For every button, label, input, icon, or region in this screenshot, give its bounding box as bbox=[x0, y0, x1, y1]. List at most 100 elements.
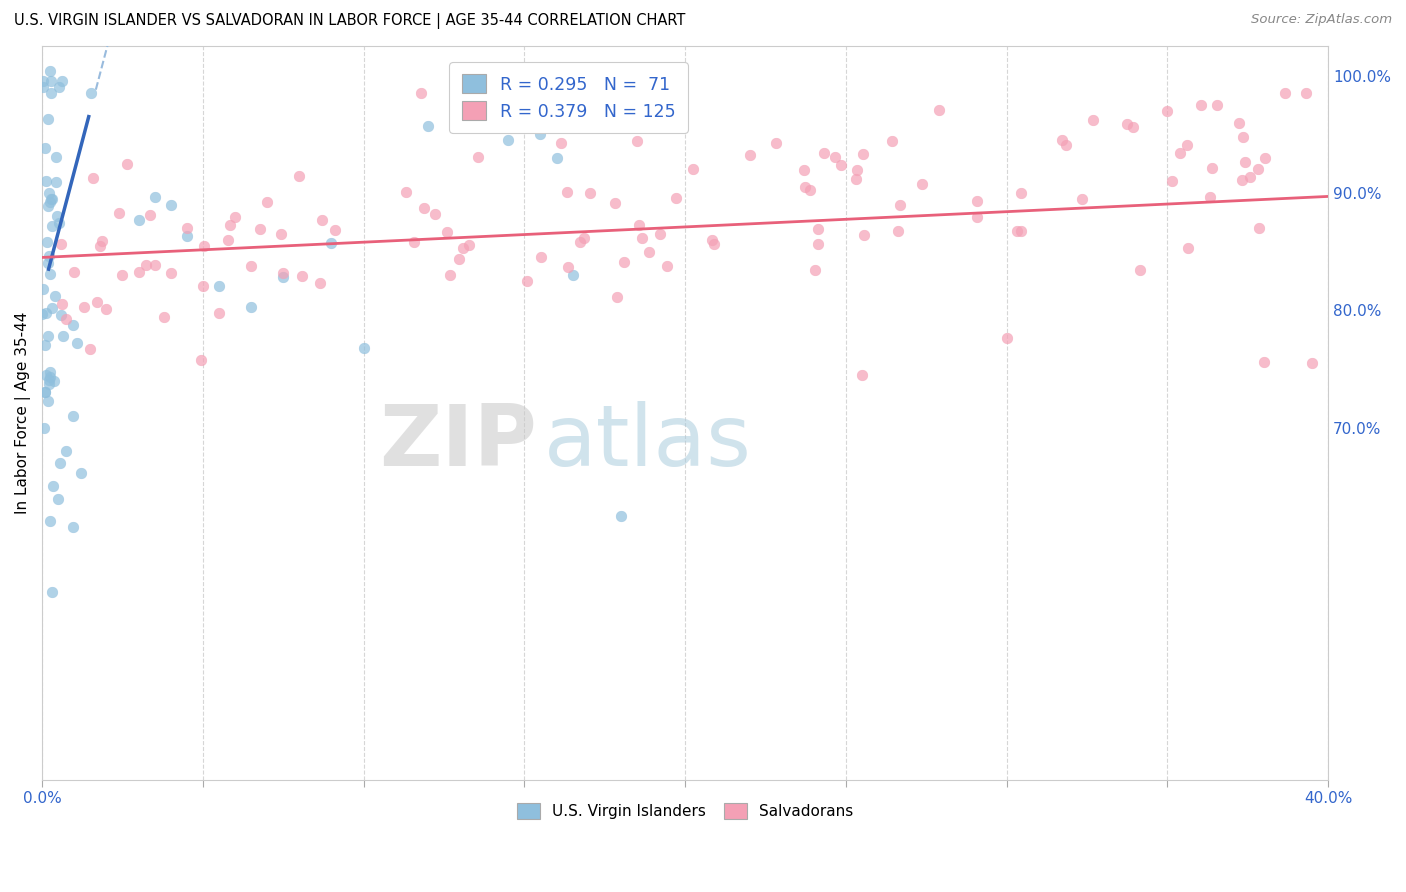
Point bbox=[49, 236, 72, 251]
Point bbox=[271, 266, 294, 280]
Point bbox=[353, 341, 375, 355]
Point bbox=[41, 585, 63, 599]
Point bbox=[610, 508, 633, 523]
Point bbox=[793, 162, 815, 177]
Point bbox=[308, 276, 330, 290]
Point bbox=[665, 191, 688, 205]
Point bbox=[48, 80, 70, 95]
Point bbox=[32, 282, 55, 296]
Point bbox=[217, 233, 239, 247]
Point bbox=[45, 150, 67, 164]
Point bbox=[516, 274, 538, 288]
Point bbox=[1070, 192, 1092, 206]
Point bbox=[561, 268, 583, 283]
Point bbox=[569, 235, 592, 249]
Point bbox=[190, 353, 212, 368]
Point bbox=[1189, 98, 1212, 112]
Point bbox=[606, 289, 628, 303]
Point bbox=[38, 63, 60, 78]
Point bbox=[682, 162, 704, 177]
Point bbox=[240, 259, 263, 273]
Point bbox=[626, 134, 648, 148]
Point bbox=[34, 141, 56, 155]
Point bbox=[1247, 221, 1270, 235]
Point bbox=[79, 342, 101, 356]
Point bbox=[852, 147, 875, 161]
Point bbox=[1227, 116, 1250, 130]
Point bbox=[34, 385, 56, 400]
Point bbox=[703, 237, 725, 252]
Point bbox=[55, 311, 77, 326]
Point bbox=[45, 175, 67, 189]
Point bbox=[323, 222, 346, 236]
Point bbox=[271, 270, 294, 285]
Point bbox=[115, 156, 138, 170]
Point bbox=[55, 444, 77, 458]
Point bbox=[416, 119, 439, 133]
Point bbox=[1054, 138, 1077, 153]
Point bbox=[1239, 170, 1261, 185]
Point bbox=[69, 467, 91, 481]
Point bbox=[38, 370, 60, 384]
Point bbox=[423, 207, 446, 221]
Point bbox=[889, 198, 911, 212]
Point bbox=[603, 196, 626, 211]
Point bbox=[740, 148, 762, 162]
Point bbox=[32, 74, 55, 88]
Point bbox=[638, 245, 661, 260]
Point bbox=[89, 238, 111, 252]
Point bbox=[648, 227, 671, 241]
Point bbox=[256, 194, 278, 209]
Point bbox=[62, 318, 84, 333]
Point bbox=[1168, 145, 1191, 160]
Point bbox=[128, 213, 150, 227]
Point bbox=[31, 307, 53, 321]
Point bbox=[35, 235, 58, 250]
Point bbox=[555, 185, 578, 199]
Point bbox=[38, 515, 60, 529]
Point bbox=[139, 208, 162, 222]
Point bbox=[799, 183, 821, 197]
Point bbox=[107, 206, 129, 220]
Point bbox=[613, 255, 636, 269]
Legend: U.S. Virgin Islanders, Salvadorans: U.S. Virgin Islanders, Salvadorans bbox=[509, 796, 860, 827]
Point bbox=[846, 163, 869, 178]
Point bbox=[1201, 161, 1223, 175]
Point bbox=[48, 216, 70, 230]
Point bbox=[42, 479, 65, 493]
Point bbox=[38, 376, 60, 391]
Point bbox=[35, 306, 58, 320]
Point bbox=[1199, 190, 1222, 204]
Point bbox=[572, 231, 595, 245]
Y-axis label: In Labor Force | Age 35-44: In Labor Force | Age 35-44 bbox=[15, 311, 31, 514]
Point bbox=[995, 331, 1018, 345]
Point bbox=[803, 263, 825, 277]
Point bbox=[578, 62, 600, 77]
Point bbox=[467, 150, 489, 164]
Point bbox=[65, 336, 87, 351]
Point bbox=[557, 260, 579, 275]
Point bbox=[34, 338, 56, 352]
Text: ZIP: ZIP bbox=[380, 401, 537, 483]
Point bbox=[311, 212, 333, 227]
Point bbox=[51, 74, 73, 88]
Point bbox=[550, 136, 572, 150]
Point bbox=[1253, 355, 1275, 369]
Point bbox=[135, 258, 157, 272]
Point bbox=[851, 368, 873, 382]
Point bbox=[1254, 152, 1277, 166]
Point bbox=[191, 278, 214, 293]
Point bbox=[39, 267, 62, 281]
Point bbox=[700, 234, 723, 248]
Point bbox=[96, 302, 118, 317]
Point bbox=[45, 210, 67, 224]
Point bbox=[451, 241, 474, 255]
Point bbox=[436, 225, 458, 239]
Point bbox=[807, 222, 830, 236]
Point bbox=[830, 159, 852, 173]
Point bbox=[1010, 186, 1032, 201]
Point bbox=[193, 239, 215, 253]
Point bbox=[853, 228, 876, 243]
Point bbox=[794, 179, 817, 194]
Point bbox=[807, 236, 830, 251]
